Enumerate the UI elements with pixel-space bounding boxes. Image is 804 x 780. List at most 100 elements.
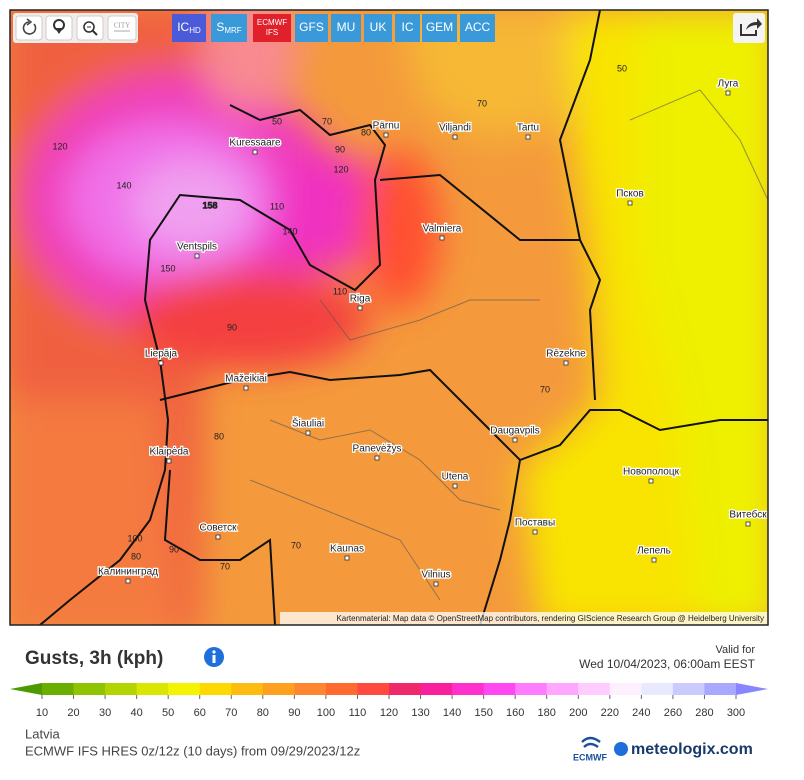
contour-label: 80 — [361, 127, 371, 137]
legend-label: 120 — [380, 707, 398, 719]
city-marker — [357, 305, 363, 311]
city-label: Liepāja — [145, 349, 178, 360]
valid-label: Valid for — [715, 644, 755, 656]
info-icon[interactable] — [204, 647, 224, 667]
model-button[interactable]: SMRF — [211, 14, 247, 42]
model-label: MU — [337, 20, 356, 34]
contour-label: 90 — [227, 322, 237, 332]
contour-labels: 120 140 158 150 110 140 120 90 80 70 50 70 50 110 90 80… — [52, 63, 627, 571]
legend-swatch — [325, 683, 358, 695]
legend-label: 150 — [474, 707, 492, 719]
model-sub: HD — [189, 26, 201, 35]
city-label: Псков — [616, 189, 644, 200]
contour-label: 90 — [335, 144, 345, 154]
model-button-bg — [295, 14, 328, 42]
legend-label: 130 — [411, 707, 429, 719]
contour-label: 120 — [52, 141, 67, 151]
legend-swatch — [73, 683, 106, 695]
legend-swatch — [168, 683, 201, 695]
contour-label: 70 — [477, 98, 487, 108]
city-marker — [433, 581, 439, 587]
model-label: ACC — [465, 20, 491, 34]
city-label: Šiauliai — [292, 417, 324, 430]
model-label: GEM — [426, 20, 453, 34]
model-button[interactable]: ICHD — [172, 14, 206, 42]
model-label: IC — [402, 20, 414, 34]
model-label: ECMWF — [257, 18, 287, 27]
model-button[interactable]: MU — [331, 14, 361, 42]
legend-label: 220 — [601, 707, 619, 719]
zoom-button[interactable] — [76, 15, 104, 41]
city-marker — [158, 360, 164, 366]
legend-label: 30 — [99, 707, 111, 719]
city-marker — [627, 200, 633, 206]
city-label: Витебск — [729, 509, 767, 521]
legend-swatch — [452, 683, 485, 695]
legend-swatch — [420, 683, 453, 695]
city-marker — [305, 430, 311, 436]
city-label: Vilnius — [421, 570, 450, 581]
model-button-bg — [172, 14, 206, 42]
legend-swatch — [389, 683, 422, 695]
legend-label: 110 — [349, 707, 367, 719]
legend-label: 60 — [194, 707, 206, 719]
cities: Kuressaare Pärnu Viljandi Tartu Луга Псков Val… — [97, 77, 768, 587]
model-label-main: IC — [177, 20, 189, 34]
city-label: Новополоцк — [623, 467, 680, 478]
contour-label: 150 — [160, 263, 175, 273]
legend-swatch — [136, 683, 169, 695]
legend-arrow — [736, 683, 768, 695]
model-button-bg — [253, 14, 291, 42]
model-label-main: UK — [370, 20, 387, 34]
model-button[interactable]: GFS — [295, 14, 328, 42]
model-button[interactable]: UK — [364, 14, 392, 42]
max-label: 158 — [202, 200, 217, 210]
legend-label: 260 — [664, 707, 682, 719]
model-label: GFS — [299, 20, 324, 34]
location-button[interactable] — [45, 15, 73, 41]
legend-label: 50 — [162, 707, 174, 719]
model-label: ICHD — [177, 20, 201, 35]
legend-swatch — [231, 683, 264, 695]
legend-label: 180 — [538, 707, 556, 719]
model-button-bg — [364, 14, 392, 42]
legend-label: 200 — [569, 707, 587, 719]
reload-button[interactable] — [15, 15, 43, 41]
contour-label: 100 — [127, 533, 142, 543]
model-button[interactable]: IC — [395, 14, 420, 42]
model-button[interactable]: ACC — [460, 14, 495, 42]
legend-swatch — [609, 683, 642, 695]
legend-label: 90 — [288, 707, 300, 719]
city-marker — [125, 578, 131, 584]
city-label: Tartu — [517, 123, 539, 134]
legend-label: 80 — [257, 707, 269, 719]
legend-swatch — [546, 683, 579, 695]
contour-label: 120 — [333, 164, 348, 174]
legend-swatch — [42, 683, 75, 695]
city-button[interactable]: CITY — [107, 15, 137, 41]
model-button-bg — [422, 14, 457, 42]
city-label: Pärnu — [373, 121, 400, 132]
legend-swatch — [704, 683, 737, 695]
model-label-main: GFS — [299, 20, 324, 34]
legend-swatch — [672, 683, 705, 695]
model-label-main: ACC — [465, 20, 491, 34]
city-marker — [651, 557, 657, 563]
model-button[interactable]: GEM — [422, 14, 457, 42]
legend-label: 240 — [632, 707, 650, 719]
city-marker — [344, 555, 350, 561]
city-label: Riga — [350, 294, 371, 305]
legend-swatch — [357, 683, 390, 695]
contour-label: 140 — [282, 226, 297, 236]
city-marker — [745, 521, 751, 527]
city-label: Луга — [718, 79, 739, 90]
ecmwf-logo: ECMWF — [573, 736, 607, 762]
attribution: Kartenmaterial: Map data © OpenStreetMap… — [336, 614, 764, 623]
share-button[interactable] — [733, 13, 765, 43]
model-label-main: IC — [402, 20, 414, 34]
contour-label: 50 — [617, 63, 627, 73]
